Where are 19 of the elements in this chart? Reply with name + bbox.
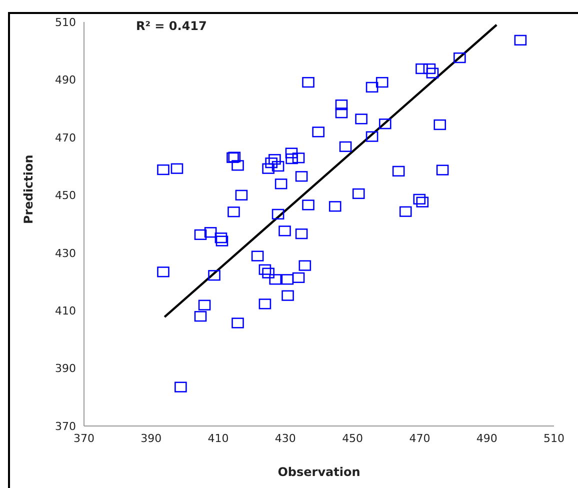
y-tick-label: 470	[55, 131, 76, 144]
x-axis-title: Observation	[278, 465, 360, 479]
y-tick-label: 410	[55, 304, 76, 318]
x-tick-label: 390	[140, 432, 162, 445]
y-tick-label: 430	[55, 246, 76, 260]
x-tick-label: 490	[476, 432, 498, 445]
x-tick-label: 510	[544, 432, 564, 445]
y-tick-label: 390	[55, 362, 76, 376]
x-tick-label: 370	[74, 432, 94, 445]
annotation: R² = 0.417	[136, 19, 207, 33]
x-tick-label: 430	[274, 432, 296, 445]
y-axis-title: Prediction	[21, 154, 36, 224]
x-tick-label: 410	[208, 432, 229, 445]
x-tick-label: 470	[409, 432, 430, 445]
y-tick-label: 450	[55, 189, 76, 202]
y-tick-label: 370	[55, 420, 76, 433]
y-tick-label: 510	[55, 16, 76, 29]
x-tick-label: 450	[342, 432, 364, 445]
y-tick-label: 490	[55, 74, 76, 87]
